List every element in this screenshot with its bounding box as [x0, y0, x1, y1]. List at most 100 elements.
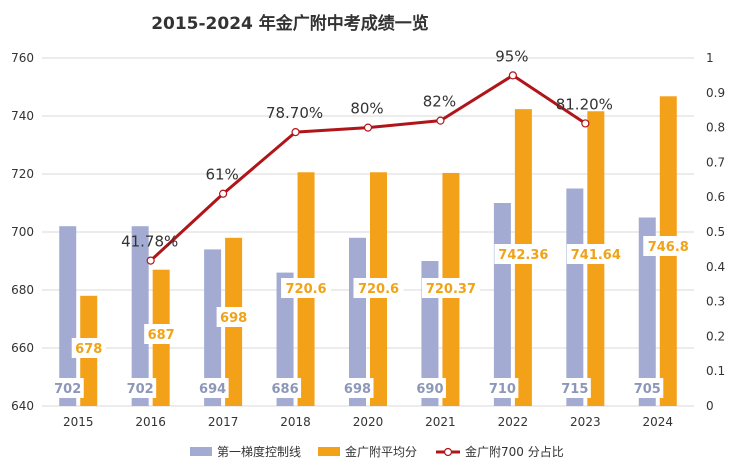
- percent-label: 80%: [350, 100, 383, 118]
- x-tick-label: 2018: [280, 415, 311, 429]
- y-right-tick-label: 0.5: [706, 225, 725, 239]
- bar-value-label-first-tier: 690: [416, 382, 443, 397]
- legend-swatch: [318, 447, 340, 456]
- percent-point: [436, 116, 445, 125]
- x-tick-label: 2024: [643, 415, 674, 429]
- y-left-tick-label: 700: [11, 225, 34, 239]
- percent-point: [581, 119, 590, 128]
- legend: 第一梯度控制线 金广附平均分 金广附700 分占比: [190, 444, 564, 459]
- x-tick-label: 2022: [498, 415, 529, 429]
- value-label-bg: [51, 378, 84, 398]
- bar-value-label-first-tier: 710: [489, 382, 516, 397]
- percent-line: [146, 71, 590, 265]
- bar-value-label-average: 741.64: [571, 248, 621, 263]
- chart-title: 2015-2024 年金广附中考成绩一览: [151, 13, 429, 34]
- bar-value-label-average: 687: [148, 328, 175, 343]
- bar-first-tier-line: [131, 226, 149, 406]
- bar-value-label-average: 720.37: [426, 282, 476, 297]
- value-label-bg: [124, 378, 157, 398]
- x-tick-label: 2015: [63, 415, 94, 429]
- value-label-bg: [71, 338, 106, 358]
- bar-value-label-first-tier: 686: [271, 382, 298, 397]
- bar-value-label-first-tier: 705: [634, 382, 661, 397]
- value-label-bg: [486, 378, 519, 398]
- y-right-tick-label: 0.4: [706, 260, 725, 274]
- y-right-tick-label: 0.9: [706, 86, 725, 100]
- y-left-tick-label: 720: [11, 167, 34, 181]
- x-tick-label: 2020: [353, 415, 384, 429]
- bar-value-label-first-tier: 715: [561, 382, 588, 397]
- percent-label: 61%: [205, 166, 238, 184]
- value-label-bg: [196, 378, 229, 398]
- y-right-tick-label: 0.8: [706, 121, 725, 135]
- value-label-bg: [421, 278, 480, 298]
- y-right-tick-label: 1: [706, 51, 714, 65]
- y-right-tick-label: 0.3: [706, 295, 725, 309]
- bar-first-tier-line: [566, 188, 584, 406]
- y-left-tick-label: 680: [11, 283, 34, 297]
- value-label-bg: [341, 378, 374, 398]
- y-left-tick-label: 660: [11, 341, 34, 355]
- legend-marker: [443, 447, 453, 457]
- bar-value-label-first-tier: 694: [199, 382, 226, 397]
- value-label-bg: [566, 244, 625, 264]
- bar-value-label-average: 720.6: [285, 282, 326, 297]
- bar-value-label-average: 746.8: [648, 240, 689, 255]
- y-left-tick-label: 760: [11, 51, 34, 65]
- legend-item-average: 金广附平均分: [318, 444, 417, 459]
- percent-point: [291, 128, 300, 137]
- bar-value-label-average: 742.36: [498, 248, 548, 263]
- x-tick-label: 2017: [208, 415, 239, 429]
- bar-first-tier-line: [204, 249, 222, 406]
- y-right-tick-label: 0.2: [706, 329, 725, 343]
- percent-label: 81.20%: [556, 95, 613, 113]
- bar-first-tier-line: [638, 217, 656, 406]
- value-label-bg: [631, 378, 664, 398]
- bar-first-tier-line: [59, 226, 77, 406]
- bar-value-label-first-tier: 702: [54, 382, 81, 397]
- bar-value-label-first-tier: 702: [127, 382, 154, 397]
- value-label-bg: [643, 236, 694, 256]
- y-right-tick-label: 0.7: [706, 155, 725, 169]
- x-tick-label: 2016: [135, 415, 166, 429]
- legend-label: 第一梯度控制线: [217, 444, 301, 459]
- legend-item-percent: 金广附700 分占比: [436, 444, 564, 459]
- percent-label: 95%: [495, 47, 528, 65]
- x-tick-label: 2023: [570, 415, 601, 429]
- value-label-bg: [216, 307, 251, 327]
- value-label-bg: [494, 244, 553, 264]
- axes: 640 660 680 700 720 740 760 0 0.1 0.2 0.3 0.4 0.5 0.6…: [11, 51, 725, 429]
- bar-value-label-average: 698: [220, 311, 247, 326]
- bar-first-tier-line: [493, 203, 511, 406]
- percent-label: 41.78%: [121, 233, 178, 251]
- value-label-bg: [353, 278, 404, 298]
- legend-label: 金广附平均分: [345, 444, 417, 459]
- percent-label: 82%: [423, 93, 456, 111]
- value-label-bg: [413, 378, 446, 398]
- value-label-bg: [269, 378, 302, 398]
- value-label-bg: [558, 378, 591, 398]
- value-label-bg: [281, 278, 332, 298]
- percent-point: [219, 189, 228, 198]
- bar-value-label-average: 720.6: [358, 282, 399, 297]
- value-label-bg: [144, 324, 179, 344]
- data-labels: 41.78% 61% 78.70% 80% 82% 95% 81.20% 702 702 694 6…: [51, 47, 694, 398]
- bar-value-label-average: 678: [75, 342, 102, 357]
- x-tick-label: 2021: [425, 415, 456, 429]
- y-right-tick-label: 0.6: [706, 190, 725, 204]
- percent-label: 78.70%: [266, 104, 323, 122]
- y-right-tick-label: 0: [706, 399, 714, 413]
- legend-item-first-tier: 第一梯度控制线: [190, 444, 301, 459]
- legend-label: 金广附700 分占比: [465, 444, 564, 459]
- y-left-tick-label: 740: [11, 109, 34, 123]
- bar-first-tier-line: [276, 272, 294, 406]
- bar-value-label-first-tier: 698: [344, 382, 371, 397]
- percent-point: [363, 123, 373, 132]
- legend-swatch: [190, 447, 212, 456]
- percent-point: [146, 256, 155, 265]
- y-right-tick-label: 0.1: [706, 364, 725, 378]
- y-left-tick-label: 640: [11, 399, 34, 413]
- percent-point: [508, 71, 517, 80]
